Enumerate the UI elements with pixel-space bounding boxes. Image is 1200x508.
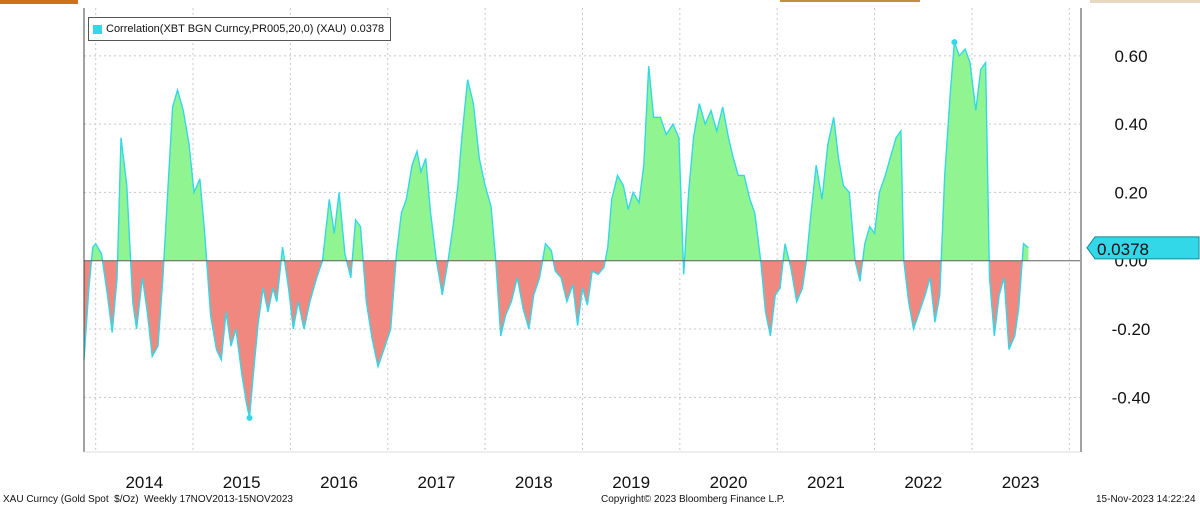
negative-area-2 — [102, 260, 118, 333]
positive-area-25 — [806, 117, 856, 261]
x-tick-label-2023: 2023 — [1002, 473, 1040, 492]
y-tick-label-0.20: 0.20 — [1114, 183, 1147, 202]
max-point-marker — [951, 39, 958, 46]
chart-gridlines — [84, 8, 1080, 452]
chart-tick-labels: 2014 2015 2016 2017 2018 2019 2020 2021 2022 2023… — [125, 47, 1150, 492]
x-tick-label-2018: 2018 — [515, 473, 553, 492]
negative-area-12 — [363, 260, 396, 367]
positive-area-13 — [396, 151, 437, 261]
positive-area-27 — [862, 131, 904, 261]
min-point-marker — [246, 414, 253, 421]
y-tick-label--0.20: -0.20 — [1112, 320, 1151, 339]
chart-axes — [83, 8, 1082, 453]
positive-area-29 — [941, 42, 990, 261]
x-tick-label-2019: 2019 — [612, 473, 650, 492]
y-tick-label-0.60: 0.60 — [1114, 47, 1147, 66]
x-tick-label-2017: 2017 — [418, 473, 456, 492]
negative-area-18 — [553, 260, 606, 326]
negative-area-24 — [789, 260, 807, 302]
x-tick-label-2015: 2015 — [223, 473, 261, 492]
positive-area-1 — [91, 243, 103, 261]
negative-area-0 — [84, 260, 92, 360]
positive-area-15 — [448, 79, 496, 261]
y-tick-label--0.40: -0.40 — [1112, 388, 1151, 407]
legend-swatch — [93, 24, 102, 34]
correlation-line — [83, 41, 1029, 418]
negative-area-22 — [760, 260, 784, 336]
footer-timestamp: 15-Nov-2023 14:22:24 — [1096, 494, 1196, 505]
top-toolbar-strip — [0, 0, 1200, 4]
chart-series-line — [83, 41, 1029, 418]
positive-area-5 — [163, 90, 207, 261]
x-tick-label-2021: 2021 — [807, 473, 845, 492]
footer-copyright: Copyright© 2023 Bloomberg Finance L.P. — [601, 494, 785, 505]
legend-last-value: 0.0378 — [350, 23, 385, 35]
positive-area-21 — [684, 103, 761, 261]
x-tick-label-2020: 2020 — [710, 473, 748, 492]
x-tick-label-2022: 2022 — [904, 473, 942, 492]
chart-markers — [246, 39, 958, 421]
negative-area-16 — [495, 260, 543, 336]
negative-area-30 — [989, 260, 1023, 350]
positive-area-3 — [117, 137, 131, 261]
negative-area-8 — [284, 260, 323, 329]
negative-area-6 — [206, 260, 282, 418]
legend-label: Correlation(XBT BGN Curncy,PR005,20,0) (… — [106, 23, 347, 35]
negative-area-14 — [436, 260, 449, 295]
negative-area-28 — [903, 260, 942, 329]
last-value-tag-label: 0.0378 — [1097, 240, 1149, 259]
last-value-tag: 0.0378 — [1086, 236, 1200, 260]
x-tick-label-2016: 2016 — [320, 473, 358, 492]
footer-left-info: XAU Curncy (Gold Spot $/Oz) Weekly 17NOV… — [3, 494, 293, 505]
x-tick-label-2014: 2014 — [125, 473, 163, 492]
chart-legend: Correlation(XBT BGN Curncy,PR005,20,0) (… — [88, 17, 392, 41]
last-value-tag-shape — [1086, 236, 1200, 260]
y-tick-label-0.40: 0.40 — [1114, 115, 1147, 134]
chart-area-fills — [84, 42, 1029, 418]
